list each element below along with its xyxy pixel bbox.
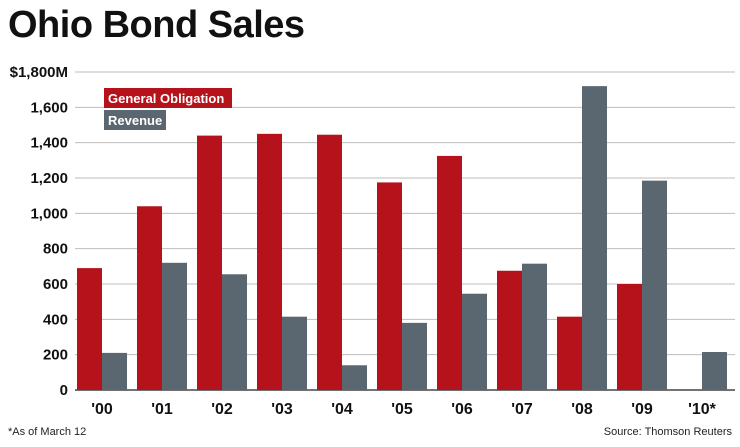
bar-general-obligation — [317, 134, 342, 390]
x-tick-label: '09 — [631, 401, 653, 418]
bar-revenue — [582, 86, 607, 390]
y-axis-labels: $1,800M 1,600 1,400 1,200 1,000 800 600 400 200 0 — [10, 64, 68, 399]
bars — [77, 86, 727, 391]
x-tick-label: '08 — [571, 401, 593, 418]
bar-revenue — [522, 263, 547, 390]
footnote: *As of March 12 — [8, 426, 87, 438]
y-tick-label: 1,000 — [30, 205, 68, 222]
bar-revenue — [702, 352, 727, 390]
x-axis-labels: '00 '01 '02 '03 '04 '05 '06 '07 '08 '09 '10* — [91, 401, 716, 418]
bar-general-obligation — [197, 135, 222, 390]
y-tick-label: 1,200 — [30, 170, 68, 187]
bar-revenue — [102, 352, 127, 390]
x-tick-label: '03 — [271, 401, 293, 418]
x-tick-label: '07 — [511, 401, 533, 418]
y-tick-label: 1,400 — [30, 135, 68, 152]
bar-general-obligation — [257, 133, 282, 391]
y-tick-label: 400 — [43, 311, 68, 328]
bar-revenue — [402, 322, 427, 390]
x-tick-label: '00 — [91, 401, 113, 418]
bar-revenue — [282, 316, 307, 390]
bar-revenue — [222, 274, 247, 390]
source-note: Source: Thomson Reuters — [603, 426, 732, 438]
y-tick-label: 0 — [60, 382, 68, 399]
y-tick-label: $1,800M — [10, 64, 68, 81]
y-tick-label: 800 — [43, 241, 68, 258]
bar-revenue — [342, 365, 367, 390]
legend: General Obligation Revenue — [104, 88, 232, 130]
x-tick-label: '02 — [211, 401, 233, 418]
bar-general-obligation — [617, 284, 642, 390]
y-tick-label: 600 — [43, 276, 68, 293]
bar-general-obligation — [137, 206, 162, 390]
legend-swatch — [104, 110, 166, 130]
bar-general-obligation — [77, 268, 102, 390]
bar-general-obligation — [437, 155, 462, 390]
bar-general-obligation — [497, 270, 522, 390]
x-tick-label: '04 — [331, 401, 353, 418]
x-tick-label: '01 — [151, 401, 173, 418]
bar-general-obligation — [557, 316, 582, 390]
legend-label: Revenue — [108, 113, 162, 128]
x-tick-label: '06 — [451, 401, 473, 418]
bar-general-obligation — [377, 182, 402, 390]
bar-revenue — [162, 262, 187, 390]
x-tick-label: '10* — [688, 401, 717, 418]
legend-label: General Obligation — [108, 91, 224, 106]
bar-revenue — [642, 180, 667, 390]
y-tick-label: 200 — [43, 347, 68, 364]
chart-title: Ohio Bond Sales — [8, 4, 305, 46]
bar-revenue — [462, 293, 487, 390]
legend-swatch — [104, 88, 232, 108]
x-tick-label: '05 — [391, 401, 413, 418]
y-tick-label: 1,600 — [30, 99, 68, 116]
